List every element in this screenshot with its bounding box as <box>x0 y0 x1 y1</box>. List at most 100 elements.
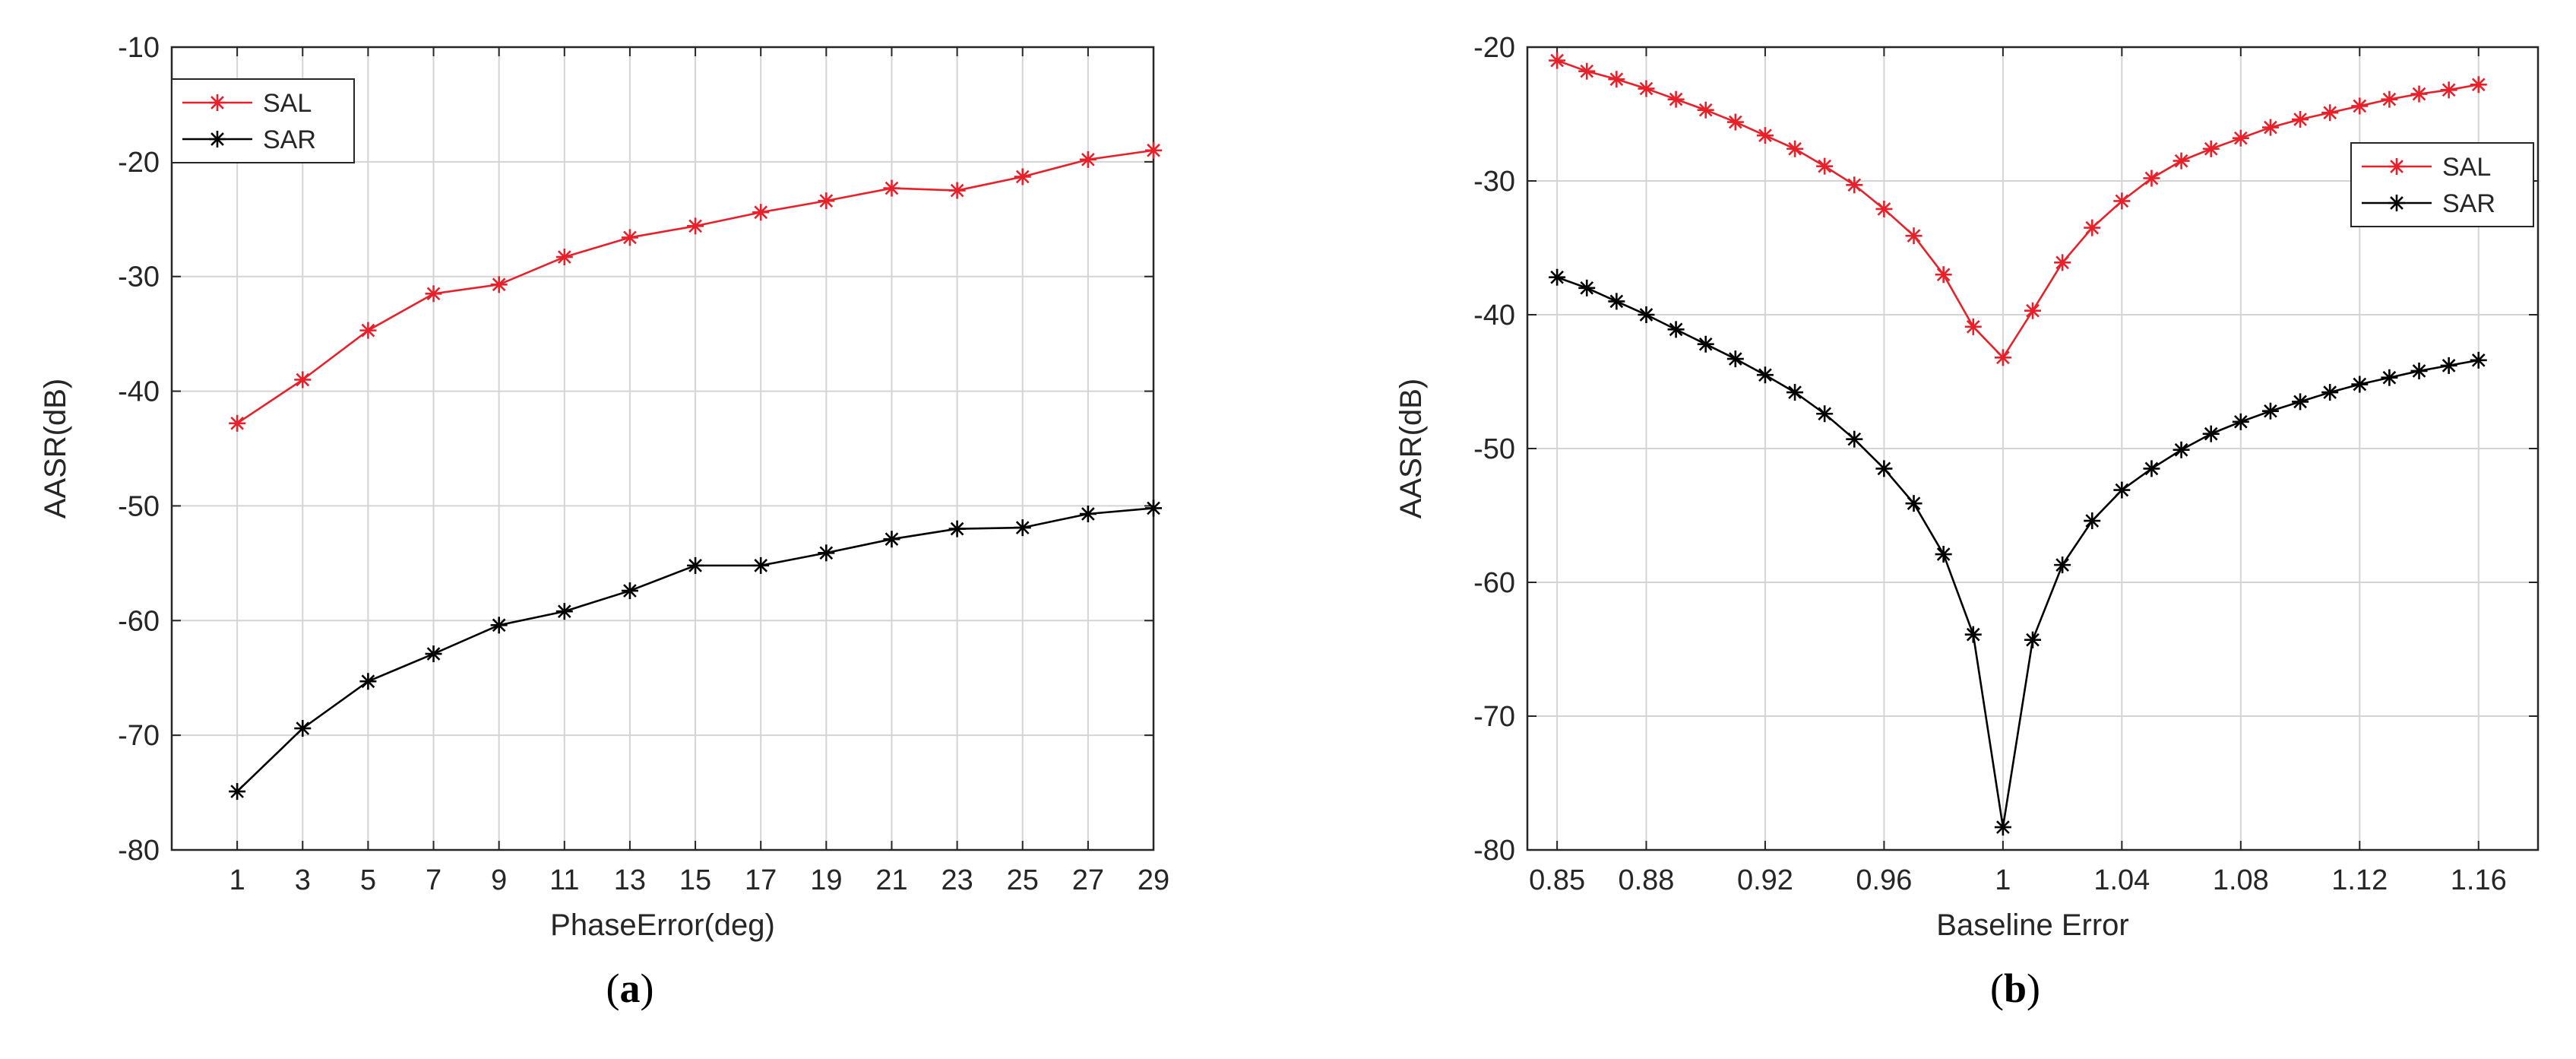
x-tick-label: 1.16 <box>2451 864 2507 896</box>
data-point <box>1816 405 1834 423</box>
y-tick-label: -50 <box>118 490 160 522</box>
data-point <box>2024 631 2041 648</box>
data-point <box>1816 157 1834 175</box>
legend-label: SAL <box>2442 153 2491 182</box>
data-point <box>948 182 966 199</box>
data-point <box>1014 168 1031 185</box>
data-point <box>1935 546 1952 563</box>
data-point <box>2202 425 2220 442</box>
data-point <box>294 720 312 737</box>
x-axis-label: PhaseError(deg) <box>550 908 775 942</box>
y-tick-label: -40 <box>118 376 160 408</box>
data-point <box>2113 192 2131 210</box>
x-tick-label: 1.08 <box>2213 864 2269 896</box>
data-point <box>1935 266 1952 284</box>
data-point <box>818 544 835 562</box>
x-tick-label: 13 <box>614 864 646 896</box>
data-point <box>2054 254 2071 271</box>
legend-label: SAR <box>2442 189 2495 218</box>
data-point <box>2410 85 2428 103</box>
legend-box <box>171 78 355 163</box>
panel-caption: (b) <box>1990 965 2040 1011</box>
y-tick-label: -80 <box>118 835 160 867</box>
data-point <box>1786 384 1804 401</box>
data-point <box>621 582 638 600</box>
legend-marker <box>209 131 226 147</box>
data-point <box>1994 819 2011 836</box>
plot-area <box>172 47 1154 850</box>
x-tick-label: 19 <box>810 864 842 896</box>
data-point <box>2470 76 2487 94</box>
data-point <box>1697 101 1714 119</box>
legend-marker <box>2388 158 2405 175</box>
data-point <box>1578 62 1596 80</box>
data-point <box>1726 350 1744 368</box>
data-point <box>2173 441 2190 458</box>
x-tick-label: 17 <box>745 864 777 896</box>
x-tick-label: 1 <box>1995 864 2011 896</box>
data-point <box>555 249 573 266</box>
data-point <box>1786 140 1804 157</box>
y-tick-label: -10 <box>118 32 160 64</box>
data-point <box>294 371 312 388</box>
x-tick-label: 0.88 <box>1618 864 1674 896</box>
series-sar <box>1549 268 2487 836</box>
x-tick-label: 23 <box>941 864 973 896</box>
y-tick-label: -60 <box>118 605 160 637</box>
data-point <box>2292 111 2309 128</box>
data-point <box>2351 97 2369 115</box>
x-tick-label: 0.92 <box>1737 864 1793 896</box>
data-point <box>2321 384 2339 401</box>
x-tick-label: 5 <box>360 864 376 896</box>
data-point <box>752 204 770 221</box>
series-line <box>1556 59 2479 360</box>
data-point <box>1608 293 1625 310</box>
data-point <box>752 556 770 574</box>
legend-box <box>2350 142 2534 227</box>
data-point <box>2381 90 2398 108</box>
y-tick-label: -30 <box>1473 166 1515 198</box>
data-point <box>2381 369 2398 386</box>
data-point <box>2084 219 2101 236</box>
data-point <box>2202 140 2220 157</box>
x-tick-label: 11 <box>549 864 579 896</box>
legend: SAL SAR <box>171 78 355 163</box>
data-point <box>1014 519 1031 537</box>
x-tick-label: 21 <box>875 864 907 896</box>
chart-panel-b: 0.85 0.88 0.92 0.96 1 1.04 1.08 1.12 1.16 -80 -70 -… <box>1394 32 2540 1011</box>
data-point <box>2113 481 2131 499</box>
data-point <box>229 414 246 432</box>
data-point <box>948 520 966 537</box>
y-tick-label: -80 <box>1473 835 1515 867</box>
data-point <box>2261 402 2279 420</box>
series-sal <box>229 141 1162 432</box>
data-point <box>818 192 835 210</box>
x-tick-label: 1.12 <box>2331 864 2388 896</box>
data-point <box>2351 376 2369 393</box>
data-point <box>1667 90 1685 108</box>
data-point <box>1964 318 1982 335</box>
legend-label: SAR <box>263 125 316 154</box>
x-tick-label: 1 <box>229 864 245 896</box>
data-point <box>2232 413 2249 430</box>
data-point <box>1846 430 1863 448</box>
y-tick-label: -40 <box>1473 300 1515 331</box>
data-point <box>2232 129 2249 147</box>
y-axis-label: AASR(dB) <box>39 379 72 519</box>
data-point <box>555 603 573 620</box>
y-tick-label: -30 <box>118 262 160 293</box>
data-point <box>2024 302 2041 319</box>
data-point <box>1145 499 1162 517</box>
y-tick-label: -60 <box>1473 567 1515 599</box>
data-point <box>1875 200 1893 217</box>
data-point <box>2143 170 2160 187</box>
data-point <box>2470 351 2487 369</box>
y-axis-label: AASR(dB) <box>1394 379 1428 519</box>
data-point <box>1905 495 1923 512</box>
data-point <box>2054 556 2071 574</box>
x-tick-label: 0.85 <box>1529 864 1585 896</box>
data-point <box>2084 512 2101 530</box>
x-tick-label: 1.04 <box>2093 864 2150 896</box>
data-point <box>1726 113 1744 131</box>
